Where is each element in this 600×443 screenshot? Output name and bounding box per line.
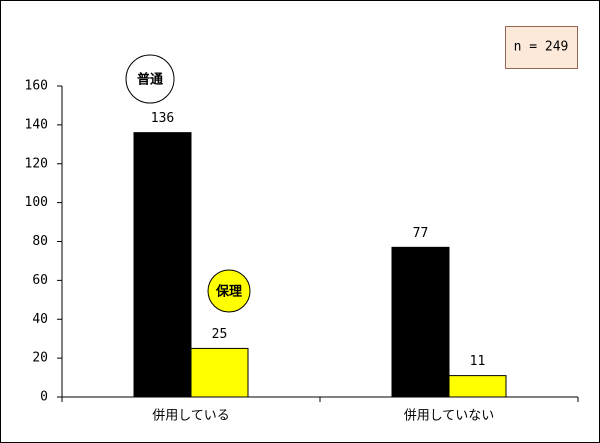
data-label: 11 — [470, 354, 486, 369]
bar — [448, 375, 507, 398]
legend-label: 普通 — [137, 72, 163, 88]
y-tick-label: 0 — [40, 390, 48, 405]
bar — [133, 132, 192, 398]
legend-marker — [207, 269, 251, 313]
y-tick-label: 160 — [25, 79, 48, 94]
x-tick-label: 併用していない — [404, 409, 495, 424]
y-tick-label: 100 — [25, 195, 48, 210]
y-tick-label: 60 — [32, 273, 48, 288]
y-tick-label: 140 — [25, 117, 48, 132]
annotation-box — [505, 26, 578, 69]
bar — [391, 246, 450, 398]
data-label: 25 — [212, 327, 228, 342]
data-label: 77 — [413, 226, 429, 241]
y-tick-label: 40 — [32, 312, 48, 327]
data-label: 136 — [151, 111, 174, 126]
y-tick-label: 120 — [25, 156, 48, 171]
y-tick-label: 20 — [32, 351, 48, 366]
legend-marker — [125, 54, 175, 104]
legend-label: 保理 — [215, 284, 242, 300]
bar — [190, 347, 249, 398]
annotation: n = 249 — [514, 40, 569, 55]
y-tick-label: 80 — [32, 234, 48, 249]
x-tick-label: 併用している — [152, 409, 230, 424]
